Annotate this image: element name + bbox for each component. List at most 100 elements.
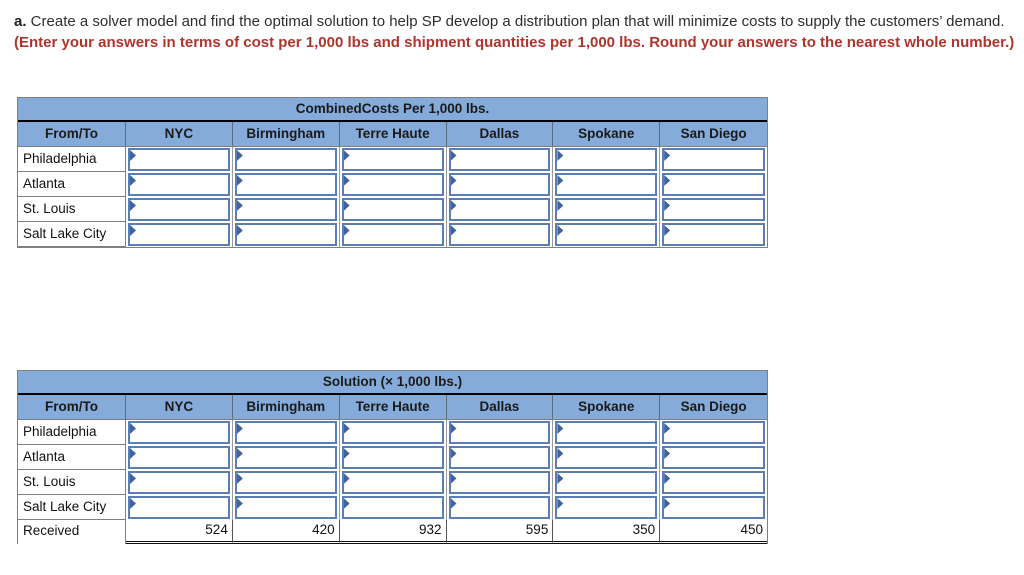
solution-input-salt-lake-city-san-diego[interactable]: [662, 496, 765, 519]
cost-input-atlanta-birmingham[interactable]: [234, 173, 337, 196]
cost-input-st-louis-spokane[interactable]: [555, 198, 658, 221]
column-header-san-diego: San Diego: [680, 399, 747, 414]
received-value-birmingham: 420: [232, 520, 340, 544]
input-cell: [126, 445, 233, 470]
cost-input-atlanta-spokane[interactable]: [555, 173, 658, 196]
column-header-terre-haute: Terre Haute: [340, 122, 447, 146]
input-cell: [553, 420, 661, 445]
cost-input-salt-lake-city-birmingham[interactable]: [234, 223, 337, 246]
solution-input-philadelphia-nyc[interactable]: [128, 421, 230, 444]
cost-input-st-louis-san-diego[interactable]: [662, 198, 765, 221]
cost-input-atlanta-dallas[interactable]: [448, 173, 551, 196]
solution-input-st-louis-dallas[interactable]: [448, 471, 551, 494]
cost-input-philadelphia-spokane[interactable]: [555, 148, 658, 171]
row-label-philadelphia: Philadelphia: [18, 147, 126, 172]
table-row: Atlanta: [18, 172, 767, 197]
cost-input-salt-lake-city-spokane[interactable]: [555, 223, 658, 246]
input-cell: [340, 420, 447, 445]
input-cell: [340, 470, 447, 495]
solution-input-salt-lake-city-nyc[interactable]: [128, 496, 230, 519]
solution-input-st-louis-spokane[interactable]: [555, 471, 658, 494]
cost-input-salt-lake-city-terre-haute[interactable]: [341, 223, 444, 246]
column-header-birmingham: Birmingham: [233, 395, 340, 419]
table-row: St. Louis: [18, 197, 767, 222]
input-cell: [233, 420, 340, 445]
problem-statement: a. Create a solver model and find the op…: [14, 11, 1018, 53]
cost-input-salt-lake-city-san-diego[interactable]: [662, 223, 765, 246]
input-cell: [340, 147, 447, 172]
input-cell: [340, 495, 447, 520]
input-cell: [126, 222, 233, 247]
cost-input-philadelphia-terre-haute[interactable]: [341, 148, 444, 171]
solution-input-atlanta-dallas[interactable]: [448, 446, 551, 469]
column-header-san-diego: San Diego: [680, 126, 747, 141]
solution-input-philadelphia-terre-haute[interactable]: [341, 421, 444, 444]
solution-input-salt-lake-city-terre-haute[interactable]: [341, 496, 444, 519]
input-cell: [126, 172, 233, 197]
solution-input-st-louis-san-diego[interactable]: [662, 471, 765, 494]
row-label-philadelphia: Philadelphia: [18, 420, 126, 445]
solution-input-salt-lake-city-spokane[interactable]: [555, 496, 658, 519]
column-header-nyc: NYC: [126, 122, 233, 146]
input-cell: [553, 172, 661, 197]
input-cell: [553, 445, 661, 470]
input-cell: [233, 495, 340, 520]
row-label-atlanta: Atlanta: [18, 172, 126, 197]
solution-input-atlanta-birmingham[interactable]: [234, 446, 337, 469]
column-header-spokane: Spokane: [553, 122, 661, 146]
solution-input-philadelphia-san-diego[interactable]: [662, 421, 765, 444]
solution-input-atlanta-nyc[interactable]: [128, 446, 230, 469]
cost-input-atlanta-nyc[interactable]: [128, 173, 230, 196]
cost-input-st-louis-terre-haute[interactable]: [341, 198, 444, 221]
solution-input-philadelphia-dallas[interactable]: [448, 421, 551, 444]
input-cell: [660, 147, 767, 172]
cost-input-philadelphia-nyc[interactable]: [128, 148, 230, 171]
cost-input-salt-lake-city-dallas[interactable]: [448, 223, 551, 246]
column-header-terre-haute: Terre Haute: [340, 395, 447, 419]
cost-input-salt-lake-city-nyc[interactable]: [128, 223, 230, 246]
table-row: Atlanta: [18, 445, 767, 470]
input-cell: [447, 222, 554, 247]
input-cell: [233, 445, 340, 470]
solution-table: Solution (× 1,000 lbs.) From/To NYC Birm…: [17, 370, 768, 544]
input-cell: [660, 495, 767, 520]
solution-input-salt-lake-city-birmingham[interactable]: [234, 496, 337, 519]
problem-emphasis-text: (Enter your answers in terms of cost per…: [14, 34, 1015, 51]
solution-input-atlanta-san-diego[interactable]: [662, 446, 765, 469]
cost-input-st-louis-nyc[interactable]: [128, 198, 230, 221]
cost-input-st-louis-birmingham[interactable]: [234, 198, 337, 221]
cost-input-philadelphia-san-diego[interactable]: [662, 148, 765, 171]
cost-input-st-louis-dallas[interactable]: [448, 198, 551, 221]
input-cell: [660, 420, 767, 445]
combined-costs-header-row: From/To NYC Birmingham Terre Haute Dalla…: [18, 122, 767, 147]
table-row: Salt Lake City: [18, 495, 767, 520]
solution-input-st-louis-birmingham[interactable]: [234, 471, 337, 494]
solution-input-atlanta-terre-haute[interactable]: [341, 446, 444, 469]
input-cell: [447, 147, 554, 172]
table-row: St. Louis: [18, 470, 767, 495]
input-cell: [126, 197, 233, 222]
input-cell: [553, 197, 661, 222]
solution-input-st-louis-terre-haute[interactable]: [341, 471, 444, 494]
input-cell: [126, 147, 233, 172]
combined-costs-table-title: CombinedCosts Per 1,000 lbs.: [18, 98, 767, 122]
cost-input-philadelphia-dallas[interactable]: [448, 148, 551, 171]
cost-input-atlanta-san-diego[interactable]: [662, 173, 765, 196]
solution-input-philadelphia-birmingham[interactable]: [234, 421, 337, 444]
solution-input-philadelphia-spokane[interactable]: [555, 421, 658, 444]
solution-input-st-louis-nyc[interactable]: [128, 471, 230, 494]
column-header-from-to: From/To: [18, 395, 126, 419]
input-cell: [233, 222, 340, 247]
input-cell: [126, 470, 233, 495]
solution-input-salt-lake-city-dallas[interactable]: [448, 496, 551, 519]
row-label-received: Received: [18, 520, 126, 544]
table-row: Philadelphia: [18, 420, 767, 445]
solution-input-atlanta-spokane[interactable]: [555, 446, 658, 469]
cost-input-atlanta-terre-haute[interactable]: [341, 173, 444, 196]
column-header-birmingham: Birmingham: [233, 122, 340, 146]
input-cell: [660, 197, 767, 222]
cost-input-philadelphia-birmingham[interactable]: [234, 148, 337, 171]
input-cell: [126, 495, 233, 520]
input-cell: [233, 470, 340, 495]
column-header-dallas: Dallas: [447, 395, 554, 419]
